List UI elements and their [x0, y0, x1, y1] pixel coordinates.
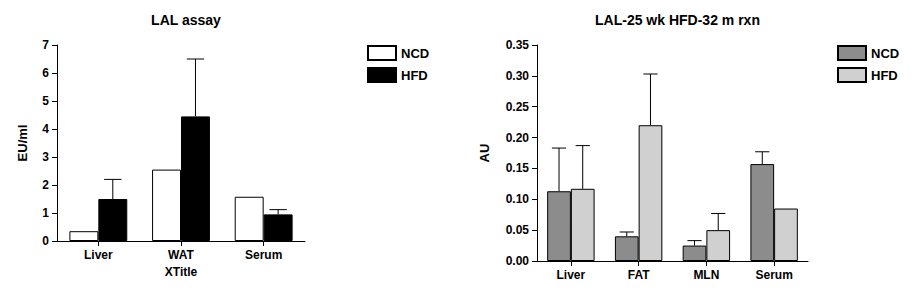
- svg-text:Liver: Liver: [84, 248, 113, 262]
- svg-text:0.20: 0.20: [506, 131, 530, 145]
- svg-text:0.35: 0.35: [506, 38, 530, 52]
- svg-text:Serum: Serum: [755, 268, 792, 282]
- svg-text:6: 6: [42, 66, 49, 80]
- svg-text:XTitle: XTitle: [165, 265, 198, 279]
- svg-text:0.15: 0.15: [506, 161, 530, 175]
- svg-text:7: 7: [42, 38, 49, 52]
- svg-text:0.10: 0.10: [506, 192, 530, 206]
- svg-text:EU/ml: EU/ml: [15, 125, 30, 162]
- svg-text:0.00: 0.00: [506, 254, 530, 268]
- svg-text:0: 0: [42, 234, 49, 248]
- svg-text:0.25: 0.25: [506, 100, 530, 114]
- svg-text:Liver: Liver: [557, 268, 586, 282]
- svg-text:NCD: NCD: [871, 46, 899, 61]
- svg-text:WAT: WAT: [168, 248, 194, 262]
- svg-text:3: 3: [42, 150, 49, 164]
- svg-text:FAT: FAT: [628, 268, 650, 282]
- svg-text:Serum: Serum: [245, 248, 282, 262]
- svg-text:0.05: 0.05: [506, 223, 530, 237]
- svg-text:LAL assay: LAL assay: [151, 12, 221, 28]
- svg-text:LAL-25 wk HFD-32 m rxn: LAL-25 wk HFD-32 m rxn: [595, 12, 760, 28]
- svg-text:AU: AU: [477, 144, 492, 163]
- svg-text:5: 5: [42, 94, 49, 108]
- svg-text:NCD: NCD: [401, 46, 429, 61]
- svg-text:1: 1: [42, 206, 49, 220]
- svg-text:HFD: HFD: [401, 68, 428, 83]
- svg-text:0.30: 0.30: [506, 69, 530, 83]
- svg-text:MLN: MLN: [693, 268, 719, 282]
- svg-text:4: 4: [42, 122, 49, 136]
- svg-text:HFD: HFD: [871, 68, 898, 83]
- svg-text:2: 2: [42, 178, 49, 192]
